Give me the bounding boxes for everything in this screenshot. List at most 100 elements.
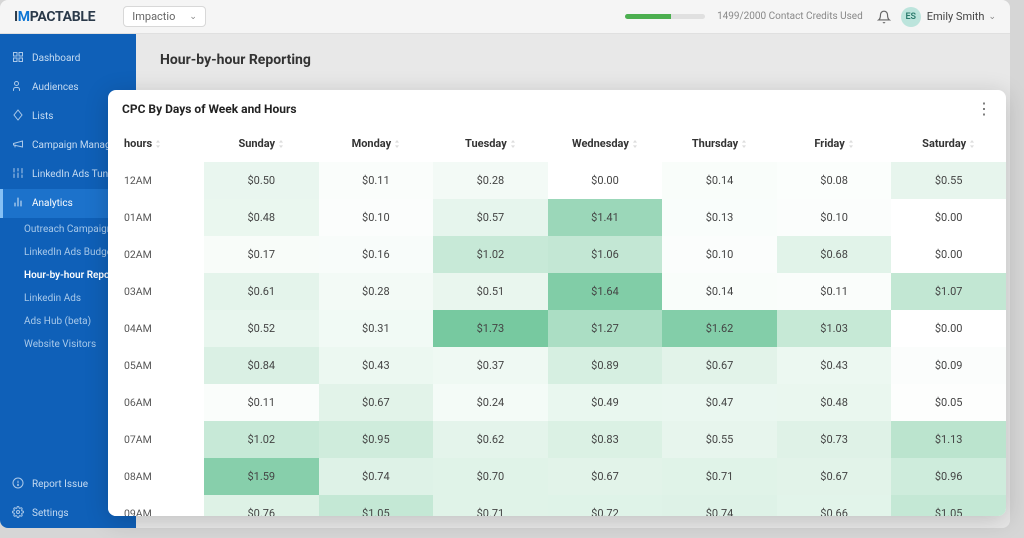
cpc-cell: $1.07 (891, 273, 1006, 310)
column-header-friday[interactable]: Friday (777, 125, 892, 162)
chevron-down-icon: ⌄ (189, 12, 197, 22)
cpc-cell: $0.67 (548, 458, 663, 495)
cpc-cell: $0.05 (891, 384, 1006, 421)
table-row: 09AM$0.76$1.05$0.71$0.72$0.74$0.66$1.05 (108, 495, 1006, 516)
table-wrap: hoursSundayMondayTuesdayWednesdayThursda… (108, 125, 1006, 516)
chart-icon (12, 196, 24, 211)
cpc-cell: $0.08 (777, 162, 892, 199)
cpc-cell: $0.55 (891, 162, 1006, 199)
cpc-cell: $0.71 (433, 495, 548, 516)
cpc-cell: $0.14 (662, 162, 777, 199)
cpc-cell: $0.11 (777, 273, 892, 310)
hour-label: 07AM (108, 421, 204, 458)
cpc-cell: $0.74 (319, 458, 434, 495)
credits-progress-bar (625, 14, 705, 19)
column-header-sunday[interactable]: Sunday (204, 125, 319, 162)
cpc-cell: $1.05 (319, 495, 434, 516)
credits-text: 1499/2000 Contact Credits Used (717, 11, 863, 22)
table-row: 07AM$1.02$0.95$0.62$0.83$0.55$0.73$1.13 (108, 421, 1006, 458)
cpc-cell: $0.00 (548, 162, 663, 199)
cpc-cell: $1.13 (891, 421, 1006, 458)
cpc-cell: $0.00 (891, 236, 1006, 273)
cpc-cell: $0.11 (319, 162, 434, 199)
cpc-cell: $1.59 (204, 458, 319, 495)
workspace-label: Impactio (132, 10, 175, 23)
cpc-cell: $0.13 (662, 199, 777, 236)
sidebar-footer-label: Settings (32, 508, 69, 519)
hour-label: 05AM (108, 347, 204, 384)
hour-label: 12AM (108, 162, 204, 199)
alert-icon (12, 477, 24, 492)
cpc-cell: $0.52 (204, 310, 319, 347)
cpc-cell: $0.74 (662, 495, 777, 516)
hour-label: 02AM (108, 236, 204, 273)
cpc-cell: $0.00 (891, 310, 1006, 347)
topbar: IMPACTABLE Impactio ⌄ 1499/2000 Contact … (0, 0, 1010, 34)
table-row: 06AM$0.11$0.67$0.24$0.49$0.47$0.48$0.05 (108, 384, 1006, 421)
sidebar-item-label: Audiences (32, 82, 79, 93)
cpc-cell: $0.48 (204, 199, 319, 236)
cpc-cell: $0.62 (433, 421, 548, 458)
hour-label: 01AM (108, 199, 204, 236)
table-row: 12AM$0.50$0.11$0.28$0.00$0.14$0.08$0.55 (108, 162, 1006, 199)
workspace-dropdown[interactable]: Impactio ⌄ (123, 6, 206, 27)
cpc-cell: $0.84 (204, 347, 319, 384)
users-icon (12, 80, 24, 95)
gear-icon (12, 506, 24, 521)
cpc-cell: $0.61 (204, 273, 319, 310)
username: Emily Smith (927, 10, 985, 23)
card-title: CPC By Days of Week and Hours (122, 102, 297, 116)
column-header-saturday[interactable]: Saturday (891, 125, 1006, 162)
cpc-cell: $0.83 (548, 421, 663, 458)
cpc-cell: $1.02 (433, 236, 548, 273)
column-header-thursday[interactable]: Thursday (662, 125, 777, 162)
cpc-cell: $0.76 (204, 495, 319, 516)
kebab-menu-icon[interactable]: ⋮ (976, 101, 992, 117)
cpc-cell: $0.50 (204, 162, 319, 199)
table-row: 05AM$0.84$0.43$0.37$0.89$0.67$0.43$0.09 (108, 347, 1006, 384)
cpc-cell: $0.66 (777, 495, 892, 516)
cpc-cell: $0.43 (777, 347, 892, 384)
sidebar-footer-label: Report Issue (32, 479, 88, 490)
avatar[interactable]: ES (901, 7, 921, 27)
column-header-wednesday[interactable]: Wednesday (548, 125, 663, 162)
user-menu-chevron-icon[interactable]: ⌄ (988, 12, 996, 22)
cpc-cell: $0.67 (662, 347, 777, 384)
table-row: 02AM$0.17$0.16$1.02$1.06$0.10$0.68$0.00 (108, 236, 1006, 273)
sidebar-item-label: Dashboard (32, 53, 80, 64)
cpc-cell: $0.28 (433, 162, 548, 199)
column-header-tuesday[interactable]: Tuesday (433, 125, 548, 162)
cpc-cell: $0.14 (662, 273, 777, 310)
sidebar-item-dashboard[interactable]: Dashboard (0, 44, 136, 73)
brand-logo: IMPACTABLE (14, 9, 95, 25)
bell-icon[interactable] (877, 10, 891, 24)
cpc-cell: $1.64 (548, 273, 663, 310)
cpc-cell: $0.89 (548, 347, 663, 384)
cpc-cell: $0.16 (319, 236, 434, 273)
cpc-cell: $0.71 (662, 458, 777, 495)
column-header-monday[interactable]: Monday (319, 125, 434, 162)
cpc-cell: $0.10 (777, 199, 892, 236)
cpc-cell: $0.09 (891, 347, 1006, 384)
cpc-cell: $0.10 (319, 199, 434, 236)
column-header-hours[interactable]: hours (108, 125, 204, 162)
cpc-cell: $0.17 (204, 236, 319, 273)
cpc-cell: $0.49 (548, 384, 663, 421)
cpc-cell: $0.68 (777, 236, 892, 273)
cpc-cell: $1.02 (204, 421, 319, 458)
cpc-cell: $0.47 (662, 384, 777, 421)
cpc-cell: $1.41 (548, 199, 663, 236)
cpc-cell: $0.55 (662, 421, 777, 458)
table-row: 03AM$0.61$0.28$0.51$1.64$0.14$0.11$1.07 (108, 273, 1006, 310)
card-header: CPC By Days of Week and Hours ⋮ (108, 90, 1006, 125)
cpc-cell: $0.48 (777, 384, 892, 421)
cpc-card: CPC By Days of Week and Hours ⋮ hoursSun… (108, 90, 1006, 516)
cpc-cell: $1.06 (548, 236, 663, 273)
cpc-cell: $0.70 (433, 458, 548, 495)
cpc-cell: $0.57 (433, 199, 548, 236)
cpc-cell: $0.72 (548, 495, 663, 516)
grid-icon (12, 51, 24, 66)
hour-label: 08AM (108, 458, 204, 495)
cpc-cell: $0.96 (891, 458, 1006, 495)
cpc-cell: $0.28 (319, 273, 434, 310)
